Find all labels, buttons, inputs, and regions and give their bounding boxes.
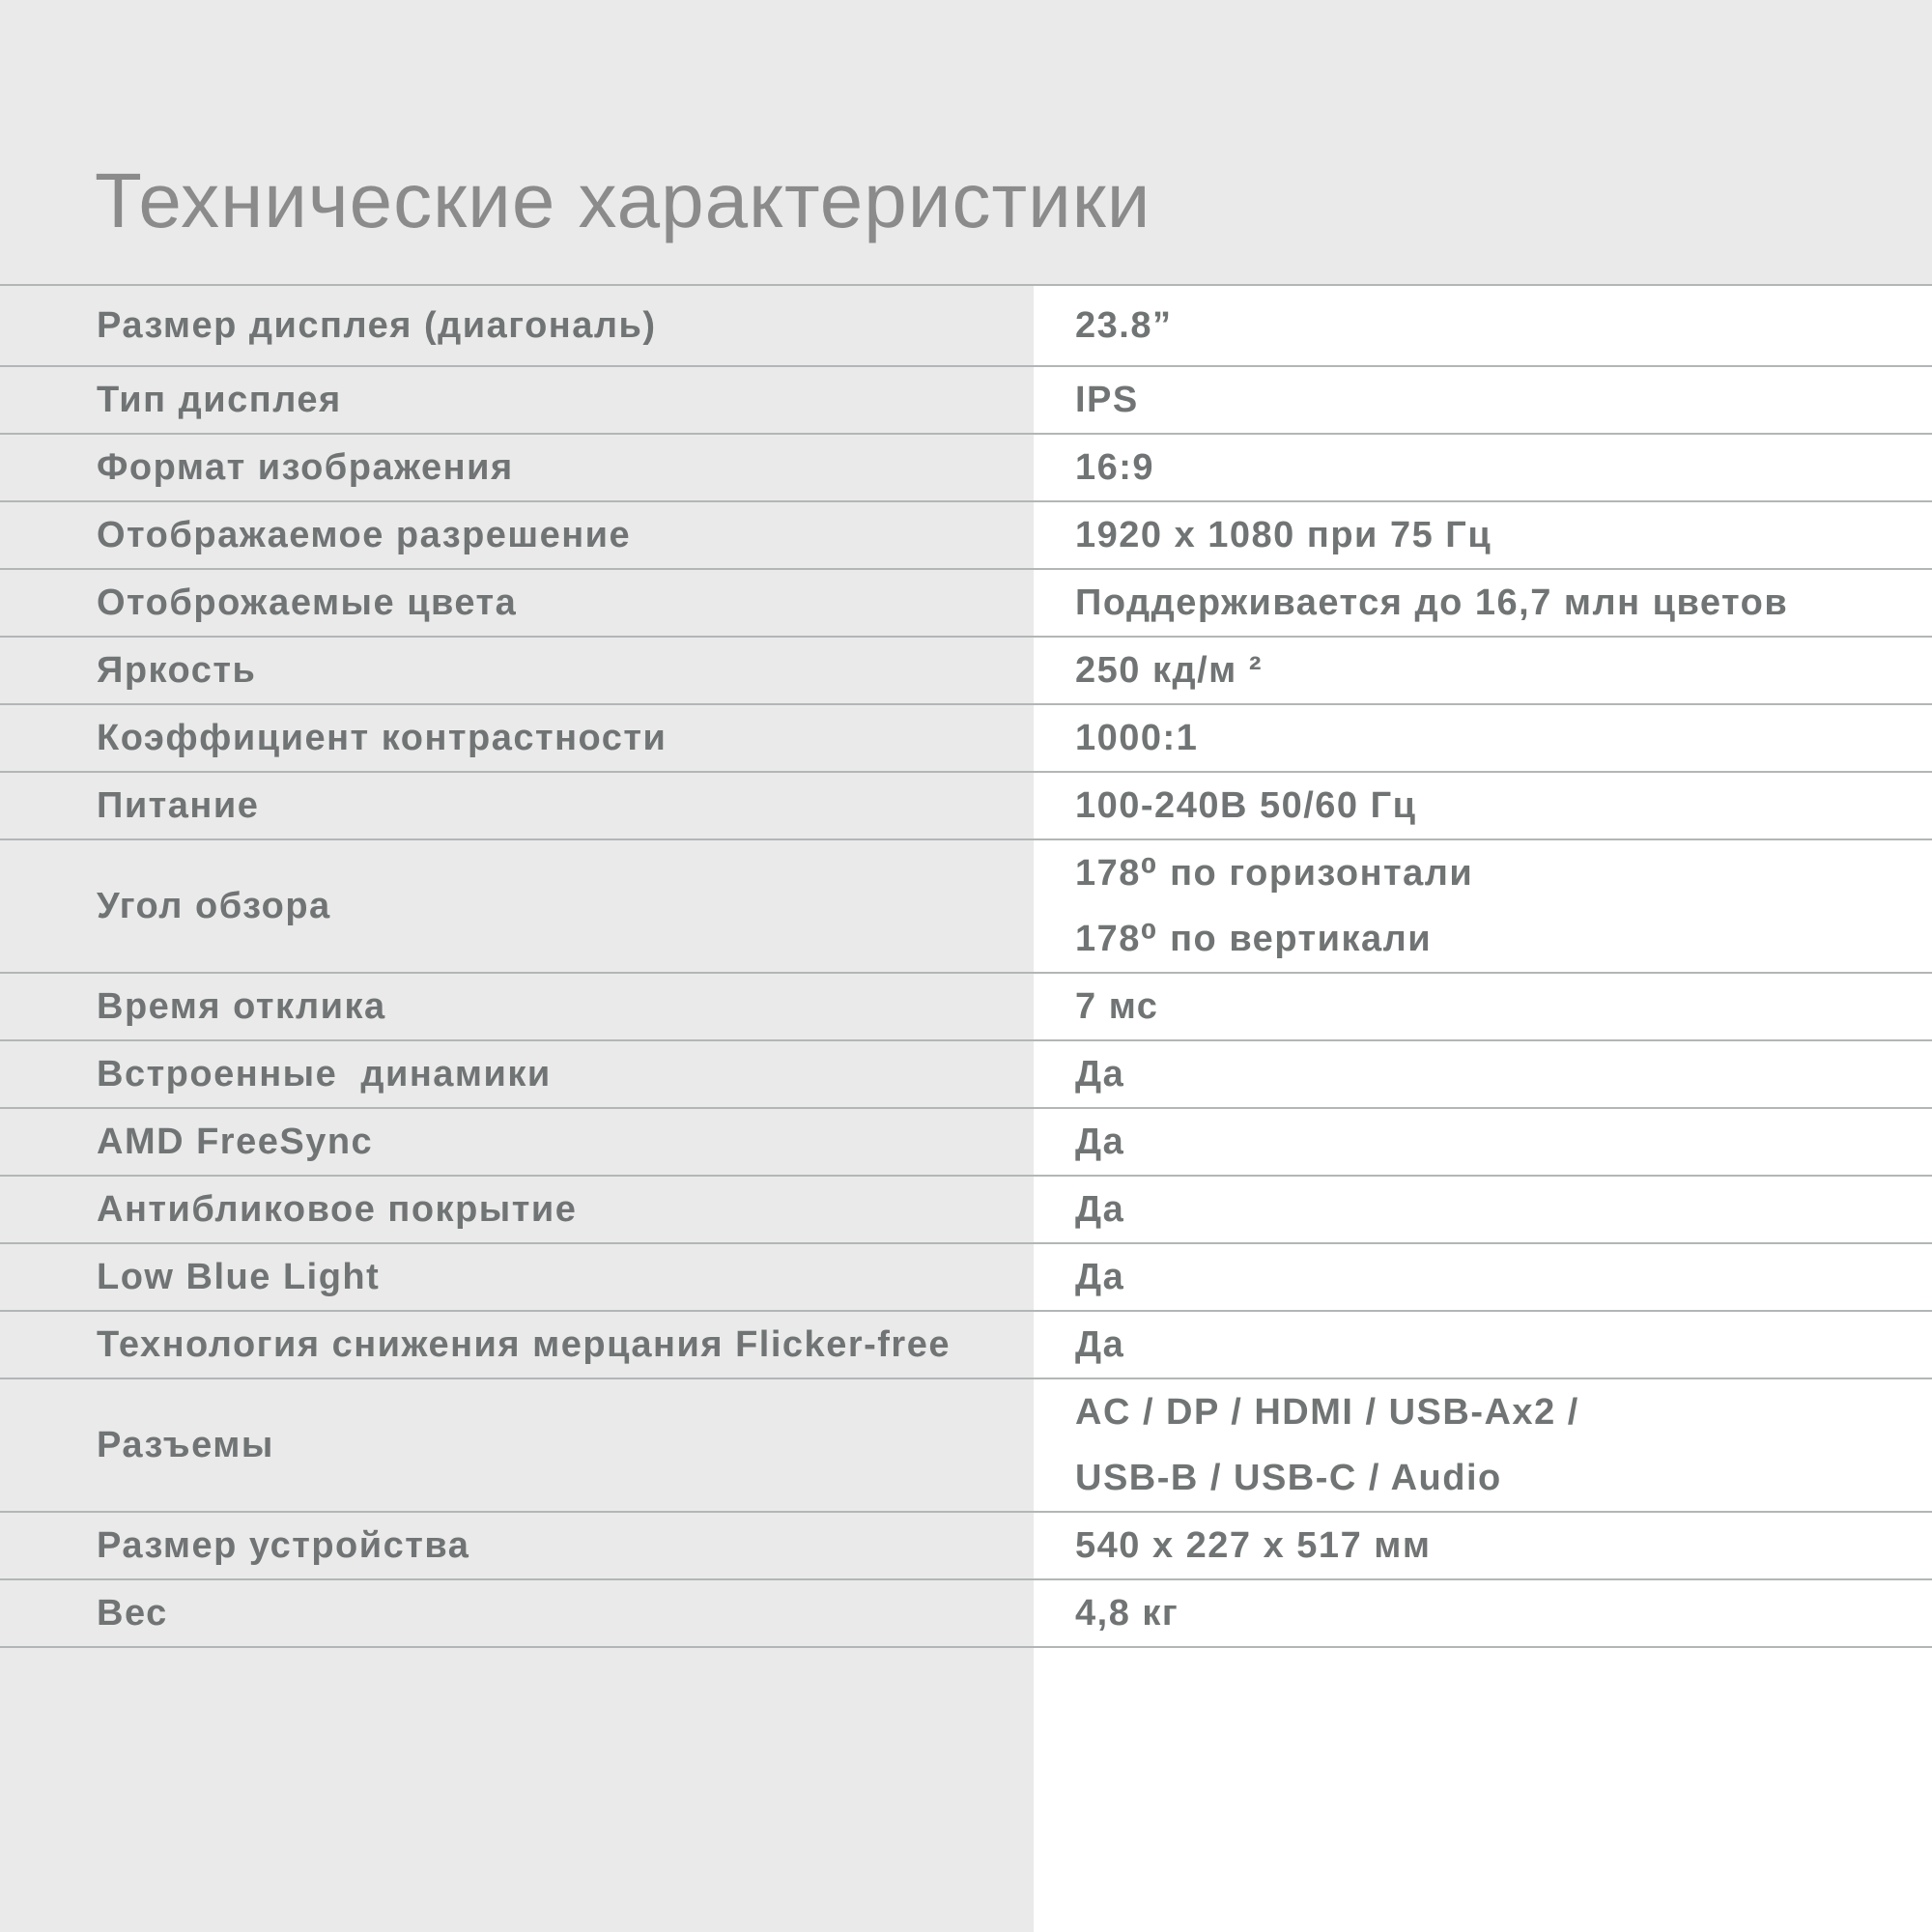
spec-row: Размер устройства 540 x 227 x 517 мм — [0, 1511, 1932, 1578]
spec-label: Отоброжаемые цвета — [97, 582, 518, 623]
spec-value: 1920 x 1080 при 75 Гц — [1034, 502, 1932, 568]
spec-value: IPS — [1034, 367, 1932, 433]
spec-value-line: 178⁰ по горизонтали — [1075, 853, 1474, 894]
spec-value-line: 178⁰ по вертикали — [1075, 919, 1433, 959]
spec-row: Антибликовое покрытие Да — [0, 1175, 1932, 1242]
spec-row: Отоброжаемые цвета Поддерживается до 16,7… — [0, 568, 1932, 636]
spec-value-line: Да — [1075, 1189, 1125, 1230]
spec-row: Разъемы AC / DP / HDMI / USB-Ax2 / USB-B /… — [0, 1378, 1932, 1511]
spec-value-line: 23.8” — [1075, 305, 1173, 346]
spec-value: 540 x 227 x 517 мм — [1034, 1513, 1932, 1578]
spec-value-line: 7 мс — [1075, 986, 1159, 1027]
spec-value-line: 16:9 — [1075, 447, 1155, 488]
spec-value-line: Поддерживается до 16,7 млн цветов — [1075, 582, 1789, 623]
spec-label: Технология снижения мерцания Flicker-fre… — [97, 1323, 951, 1365]
spec-table: Размер дисплея (диагональ) 23.8” Тип диспл… — [0, 284, 1932, 1648]
spec-value-line: Да — [1075, 1257, 1125, 1297]
spec-value: Да — [1034, 1109, 1932, 1175]
spec-label: Отображаемое разрешение — [97, 514, 632, 555]
spec-label: Размер дисплея (диагональ) — [97, 304, 657, 346]
spec-value: 23.8” — [1034, 286, 1932, 365]
spec-row: Low Blue Light Да — [0, 1242, 1932, 1310]
page-title: Технические характеристики — [95, 156, 1151, 243]
spec-label: Угол обзора — [97, 885, 331, 926]
spec-value-line: AC / DP / HDMI / USB-Ax2 / — [1075, 1392, 1579, 1433]
spec-value-line: 4,8 кг — [1075, 1593, 1179, 1634]
spec-label: Встроенные динамики — [97, 1053, 552, 1094]
spec-value: 16:9 — [1034, 435, 1932, 500]
spec-row: Питание 100-240В 50/60 Гц — [0, 771, 1932, 838]
spec-value: Да — [1034, 1312, 1932, 1378]
spec-value-line: IPS — [1075, 380, 1139, 420]
spec-value-line: Да — [1075, 1054, 1125, 1094]
spec-value: AC / DP / HDMI / USB-Ax2 / USB-B / USB-C … — [1034, 1379, 1932, 1511]
spec-label: Размер устройства — [97, 1524, 470, 1566]
spec-label: Коэффициент контрастности — [97, 717, 668, 758]
spec-value: Да — [1034, 1177, 1932, 1242]
spec-value: 1000:1 — [1034, 705, 1932, 771]
spec-row: Размер дисплея (диагональ) 23.8” — [0, 284, 1932, 365]
spec-label: Формат изображения — [97, 446, 514, 488]
spec-label: Питание — [97, 784, 260, 826]
spec-row: Время отклика 7 мс — [0, 972, 1932, 1039]
spec-value-line: 100-240В 50/60 Гц — [1075, 785, 1417, 826]
spec-value-line: 1000:1 — [1075, 718, 1199, 758]
spec-label: AMD FreeSync — [97, 1121, 374, 1162]
spec-row: AMD FreeSync Да — [0, 1107, 1932, 1175]
spec-value-line: USB-B / USB-C / Audio — [1075, 1458, 1502, 1498]
spec-label: Low Blue Light — [97, 1256, 381, 1297]
spec-row: Технология снижения мерцания Flicker-fre… — [0, 1310, 1932, 1378]
spec-row: Яркость 250 кд/м ² — [0, 636, 1932, 703]
spec-value-line: 540 x 227 x 517 мм — [1075, 1525, 1432, 1566]
spec-value-line: Да — [1075, 1122, 1125, 1162]
spec-value-line: 1920 x 1080 при 75 Гц — [1075, 515, 1492, 555]
spec-row: Коэффициент контрастности 1000:1 — [0, 703, 1932, 771]
spec-label: Яркость — [97, 649, 257, 691]
spec-row: Формат изображения 16:9 — [0, 433, 1932, 500]
spec-value: Да — [1034, 1244, 1932, 1310]
spec-value: 250 кд/м ² — [1034, 638, 1932, 703]
spec-row: Тип дисплея IPS — [0, 365, 1932, 433]
spec-row: Угол обзора 178⁰ по горизонтали 178⁰ по ве… — [0, 838, 1932, 972]
spec-value-line: 250 кд/м ² — [1075, 650, 1263, 691]
spec-label: Время отклика — [97, 985, 386, 1027]
spec-value: Да — [1034, 1041, 1932, 1107]
spec-row: Встроенные динамики Да — [0, 1039, 1932, 1107]
spec-value: 100-240В 50/60 Гц — [1034, 773, 1932, 838]
spec-value: Поддерживается до 16,7 млн цветов — [1034, 570, 1932, 636]
spec-label: Разъемы — [97, 1424, 274, 1465]
spec-value: 178⁰ по горизонтали 178⁰ по вертикали — [1034, 840, 1932, 972]
spec-row: Вес 4,8 кг — [0, 1578, 1932, 1648]
spec-label: Тип дисплея — [97, 379, 342, 420]
spec-value: 7 мс — [1034, 974, 1932, 1039]
spec-value-line: Да — [1075, 1324, 1125, 1365]
spec-row: Отображаемое разрешение 1920 x 1080 при 7… — [0, 500, 1932, 568]
spec-value: 4,8 кг — [1034, 1580, 1932, 1646]
spec-label: Вес — [97, 1592, 168, 1634]
spec-label: Антибликовое покрытие — [97, 1188, 578, 1230]
